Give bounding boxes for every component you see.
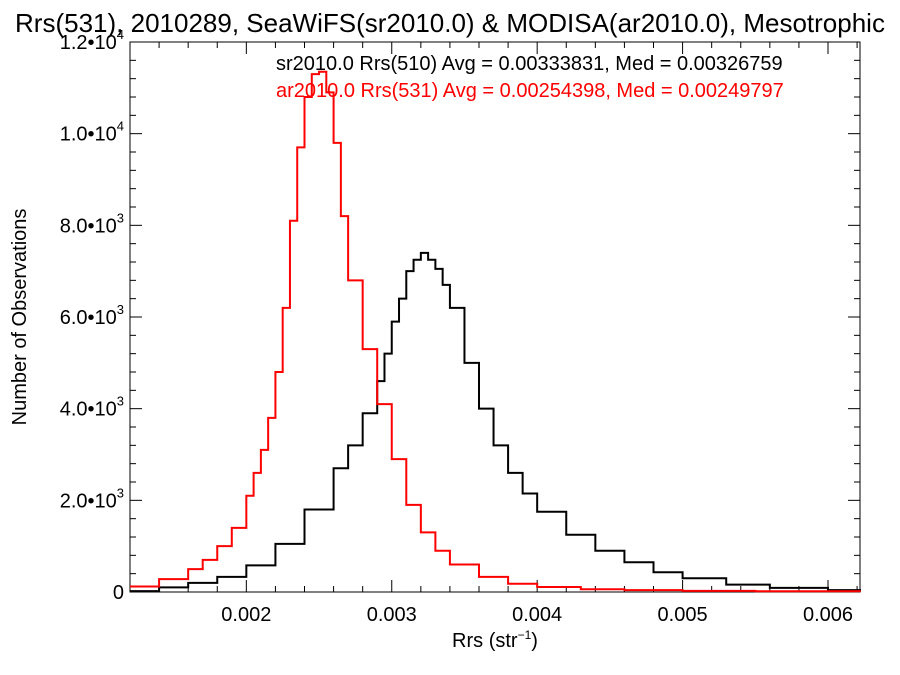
legend: sr2010.0 Rrs(510) Avg = 0.00333831, Med … bbox=[276, 53, 784, 102]
y-axis-label: Number of Observations bbox=[9, 209, 31, 426]
x-tick-label-1: 0.003 bbox=[367, 604, 417, 626]
plot-frame bbox=[129, 41, 861, 593]
x-axis-label-sup: −1 bbox=[518, 628, 532, 642]
x-axis-label-close: ) bbox=[531, 630, 538, 652]
axis-ticks bbox=[129, 41, 860, 593]
y-tick-label-6: 1.2•104 bbox=[60, 27, 124, 54]
series-line-0 bbox=[130, 251, 861, 593]
legend-entry-black: sr2010.0 Rrs(510) Avg = 0.00333831, Med … bbox=[276, 53, 783, 75]
x-axis-label: Rrs (str−1) bbox=[452, 628, 538, 652]
series-layer bbox=[130, 70, 861, 593]
y-tick-labels: 0 2.0•103 4.0•103 6.0•103 8.0•103 1.0•104 1.2•… bbox=[60, 27, 124, 604]
x-axis-label-main: Rrs (str bbox=[452, 630, 518, 652]
x-tick-label-2: 0.004 bbox=[512, 604, 562, 626]
series-line-1 bbox=[130, 70, 861, 593]
y-tick-label-5: 1.0•104 bbox=[60, 119, 124, 146]
y-tick-label-2: 4.0•103 bbox=[60, 394, 124, 421]
x-tick-label-0: 0.002 bbox=[221, 604, 271, 626]
x-tick-label-3: 0.005 bbox=[658, 604, 708, 626]
x-tick-label-4: 0.006 bbox=[803, 604, 853, 626]
y-tick-label-0: 0 bbox=[113, 582, 124, 604]
y-tick-label-3: 6.0•103 bbox=[60, 302, 124, 329]
y-tick-label-1: 2.0•103 bbox=[60, 485, 124, 512]
y-tick-label-4: 8.0•103 bbox=[60, 210, 124, 237]
x-tick-labels: 0.002 0.003 0.004 0.005 0.006 bbox=[221, 604, 853, 626]
chart-title: Rrs(531), 2010289, SeaWiFS(sr2010.0) & M… bbox=[15, 8, 885, 38]
legend-entry-red: ar2010.0 Rrs(531) Avg = 0.00254398, Med … bbox=[276, 80, 784, 102]
